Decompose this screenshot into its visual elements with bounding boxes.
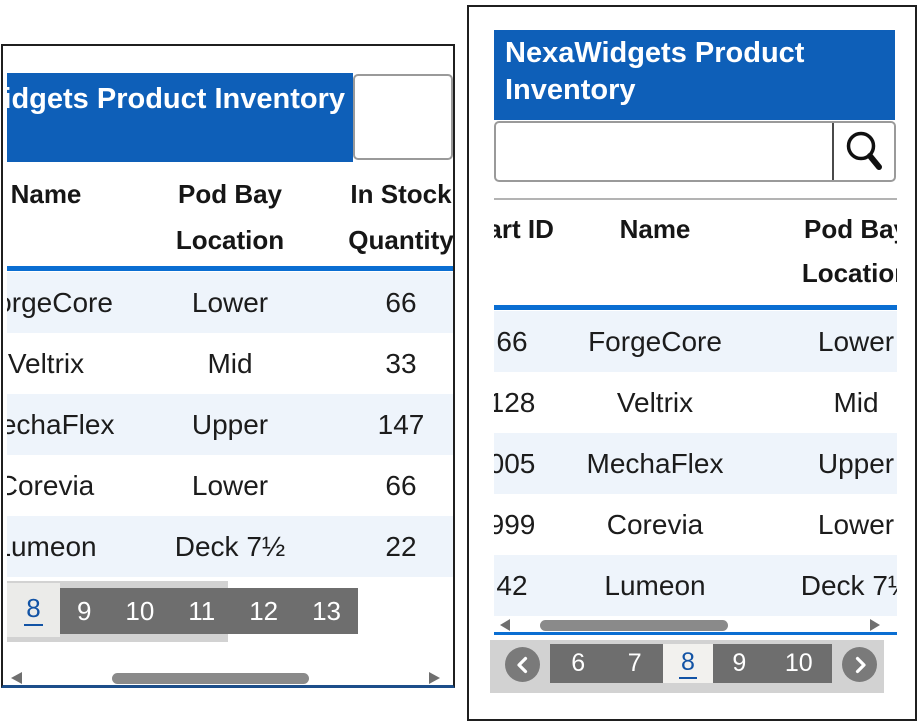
- part-id-cell: 005: [494, 448, 536, 479]
- pager-pages: 9 10 11 12 13: [60, 588, 358, 634]
- horizontal-scrollbar-thumb[interactable]: [540, 620, 728, 631]
- widget-title: NexaWidgets Product Inventory: [505, 37, 805, 106]
- inventory-widget-right: NexaWidgets Product Inventory Part ID Na…: [467, 5, 917, 721]
- search-separator: [832, 123, 834, 180]
- table-row: 128 Veltrix Mid: [494, 372, 897, 433]
- page-number[interactable]: 6: [571, 649, 586, 677]
- column-header-in-stock-quantity: In Stock Quantity: [348, 179, 453, 255]
- next-page-button[interactable]: [842, 647, 877, 682]
- pod-bay-cell: Lower: [191, 287, 269, 318]
- column-header-part-id: Part ID: [494, 214, 554, 244]
- pod-bay-cell: Upper: [817, 448, 895, 479]
- chevron-right-icon: [855, 656, 866, 673]
- part-id-cell: 66: [496, 326, 528, 357]
- triangle-left-icon[interactable]: [500, 619, 510, 631]
- name-cell: MechaFlex: [586, 448, 724, 479]
- table-row: Lumeon Deck 7½ 22: [7, 516, 453, 577]
- pager-bar: 6 7 8 9 10: [490, 640, 884, 693]
- part-id-cell: 128: [494, 387, 536, 418]
- search-input[interactable]: [496, 123, 842, 180]
- table-row: 66 ForgeCore Lower: [494, 311, 897, 372]
- part-id-cell: 999: [494, 509, 536, 540]
- search-box: [494, 121, 896, 182]
- widget-title-bar: NexaWidgets Product Inventory: [494, 30, 895, 120]
- name-cell: Lumeon: [7, 531, 97, 562]
- page-number-current[interactable]: 8: [679, 648, 697, 679]
- pod-bay-cell: Mid: [833, 387, 879, 418]
- page-number[interactable]: 7: [627, 649, 642, 677]
- page-number[interactable]: 10: [784, 649, 813, 677]
- table-row: Corevia Lower 66: [7, 455, 453, 516]
- pager-pages: 6 7: [550, 644, 663, 683]
- qty-cell: 147: [377, 409, 425, 440]
- name-cell: Lumeon: [604, 570, 706, 601]
- column-header-pod-bay-location: Pod Bay Location: [175, 179, 285, 255]
- table-row: 005 MechaFlex Upper: [494, 433, 897, 494]
- name-cell: Veltrix: [616, 387, 694, 418]
- table-scroll-viewport: Part ID Name Pod Bay Location 66 ForgeCo…: [494, 190, 897, 642]
- pod-bay-cell: Upper: [191, 409, 269, 440]
- page-number[interactable]: 13: [312, 595, 342, 626]
- part-id-cell: 42: [496, 570, 528, 601]
- previous-page-button[interactable]: [505, 647, 540, 682]
- search-button[interactable]: [834, 123, 894, 180]
- table-top-border: [494, 198, 897, 200]
- widget-title: NexaWidgets Product Inventory: [7, 83, 345, 115]
- pod-bay-cell: Mid: [207, 348, 253, 379]
- table-row: 42 Lumeon Deck 7½: [494, 555, 897, 616]
- name-cell: Veltrix: [7, 348, 85, 379]
- page-number[interactable]: 12: [249, 595, 279, 626]
- table-row: ForgeCore Lower 66: [7, 272, 453, 333]
- table-bottom-border: [494, 632, 897, 635]
- chevron-left-icon: [516, 656, 527, 673]
- page-number[interactable]: 11: [188, 595, 216, 626]
- qty-cell: 22: [385, 531, 417, 562]
- triangle-left-icon[interactable]: [11, 672, 22, 684]
- search-input[interactable]: [353, 74, 453, 160]
- name-cell: ForgeCore: [7, 287, 113, 318]
- triangle-right-icon[interactable]: [429, 672, 440, 684]
- header-divider: [494, 305, 897, 310]
- pager-pages: 9 10: [713, 644, 832, 683]
- widget-title-bar: NexaWidgets Product Inventory: [7, 73, 353, 162]
- pager-current-page[interactable]: 8: [7, 583, 60, 637]
- name-cell: Corevia: [7, 470, 95, 501]
- page-number[interactable]: 9: [76, 595, 92, 626]
- qty-cell: 33: [385, 348, 417, 379]
- qty-cell: 66: [385, 470, 417, 501]
- pager-current-page[interactable]: 8: [663, 644, 713, 683]
- name-cell: MechaFlex: [7, 409, 115, 440]
- pod-bay-cell: Lower: [817, 326, 895, 357]
- column-header-pod-bay-location: Pod Bay Location: [801, 214, 897, 288]
- pod-bay-cell: Deck 7½: [174, 531, 286, 562]
- pod-bay-cell: Lower: [191, 470, 269, 501]
- column-header-name: Name: [619, 214, 691, 244]
- table-row: Veltrix Mid 33: [7, 333, 453, 394]
- table-row: MechaFlex Upper 147: [7, 394, 453, 455]
- page-number-current[interactable]: 8: [24, 593, 43, 626]
- inventory-widget-left: NexaWidgets Product Inventory Name Pod B…: [1, 44, 455, 688]
- column-header-name: Name: [10, 179, 82, 209]
- page-number[interactable]: 10: [125, 595, 155, 626]
- horizontal-scrollbar-thumb[interactable]: [112, 673, 309, 684]
- left-scroll-viewport: NexaWidgets Product Inventory Name Pod B…: [7, 46, 453, 646]
- pod-bay-cell: Deck 7½: [800, 570, 897, 601]
- pod-bay-cell: Lower: [817, 509, 895, 540]
- name-cell: ForgeCore: [588, 326, 722, 357]
- qty-cell: 66: [385, 287, 417, 318]
- table-row: 999 Corevia Lower: [494, 494, 897, 555]
- page-number[interactable]: 9: [732, 649, 747, 677]
- name-cell: Corevia: [606, 509, 704, 540]
- triangle-right-icon[interactable]: [870, 619, 880, 631]
- magnifier-icon: [846, 131, 882, 170]
- header-divider: [7, 266, 453, 271]
